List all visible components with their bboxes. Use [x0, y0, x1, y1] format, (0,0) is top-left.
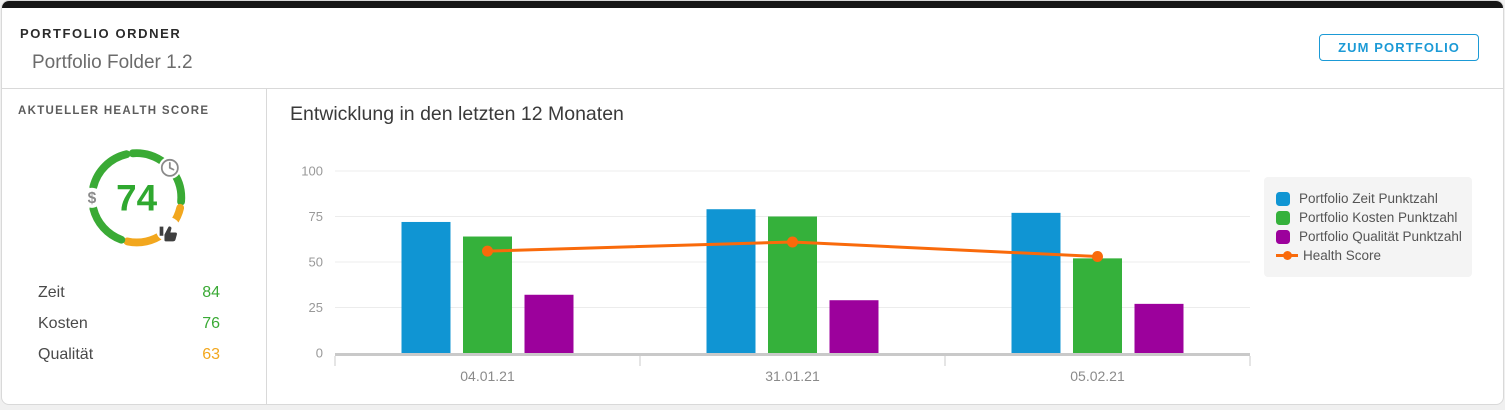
- health-score-sidebar: AKTUELLER HEALTH SCORE: [2, 89, 267, 405]
- sidebar-title: AKTUELLER HEALTH SCORE: [18, 105, 210, 117]
- score-label: Zeit: [38, 283, 65, 301]
- window-top-bar: [2, 1, 1503, 8]
- score-row: Kosten 76: [38, 315, 220, 332]
- health-score-gauge: $ 74: [56, 133, 224, 267]
- legend-item[interactable]: Health Score: [1276, 247, 1464, 264]
- chart-panel: Entwicklung in den letzten 12 Monaten 0 2…: [268, 89, 1503, 405]
- health-score-value: 74: [116, 178, 157, 219]
- section-eyebrow: PORTFOLIO ORDNER: [20, 26, 182, 41]
- header: PORTFOLIO ORDNER Portfolio Folder 1.2 ZU…: [2, 8, 1503, 89]
- legend-line-icon: [1276, 251, 1298, 260]
- score-value: 84: [202, 283, 220, 301]
- svg-text:75: 75: [309, 209, 323, 224]
- score-label: Qualität: [38, 345, 94, 363]
- score-label: Kosten: [38, 314, 88, 332]
- gauge-svg: $ 74: [81, 149, 186, 247]
- legend-item-label: Portfolio Kosten Punktzahl: [1299, 210, 1458, 225]
- svg-text:50: 50: [309, 255, 323, 270]
- zum-portfolio-button[interactable]: ZUM PORTFOLIO: [1319, 34, 1479, 61]
- score-value: 76: [202, 314, 220, 332]
- chart-title: Entwicklung in den letzten 12 Monaten: [290, 103, 624, 125]
- svg-text:0: 0: [316, 346, 323, 361]
- legend-item[interactable]: Portfolio Kosten Punktzahl: [1276, 209, 1464, 226]
- svg-text:04.01.21: 04.01.21: [460, 368, 515, 384]
- svg-text:100: 100: [301, 164, 323, 179]
- legend-item[interactable]: Portfolio Qualität Punktzahl: [1276, 228, 1464, 245]
- score-list: Zeit 84 Kosten 76 Qualität 63: [2, 284, 266, 363]
- development-chart[interactable]: 0 25 50 75 100 04.01.21 31.01.21 05.02.21: [272, 147, 1272, 397]
- dollar-icon: $: [81, 187, 103, 208]
- content: AKTUELLER HEALTH SCORE: [2, 89, 1503, 405]
- chart-legend: Portfolio Zeit Punktzahl Portfolio Kosten…: [1264, 177, 1472, 277]
- legend-item-label: Portfolio Qualität Punktzahl: [1299, 229, 1462, 244]
- score-value: 63: [202, 345, 220, 363]
- legend-item[interactable]: Portfolio Zeit Punktzahl: [1276, 190, 1464, 207]
- legend-swatch-icon: [1276, 229, 1290, 244]
- svg-text:$: $: [88, 190, 97, 207]
- clock-icon: [158, 156, 181, 180]
- svg-text:25: 25: [309, 300, 323, 315]
- thumbs-up-icon: [155, 217, 181, 242]
- svg-text:05.02.21: 05.02.21: [1070, 368, 1125, 384]
- legend-item-label: Health Score: [1303, 248, 1382, 263]
- legend-swatch-icon: [1276, 210, 1290, 225]
- score-row: Zeit 84: [38, 284, 220, 301]
- legend-swatch-icon: [1276, 191, 1290, 206]
- score-row: Qualität 63: [38, 346, 220, 363]
- page-title: Portfolio Folder 1.2: [32, 52, 193, 73]
- legend-item-label: Portfolio Zeit Punktzahl: [1299, 191, 1438, 206]
- svg-text:31.01.21: 31.01.21: [765, 368, 820, 384]
